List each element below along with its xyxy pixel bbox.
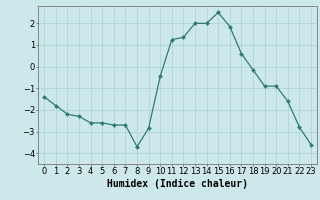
X-axis label: Humidex (Indice chaleur): Humidex (Indice chaleur)	[107, 179, 248, 189]
